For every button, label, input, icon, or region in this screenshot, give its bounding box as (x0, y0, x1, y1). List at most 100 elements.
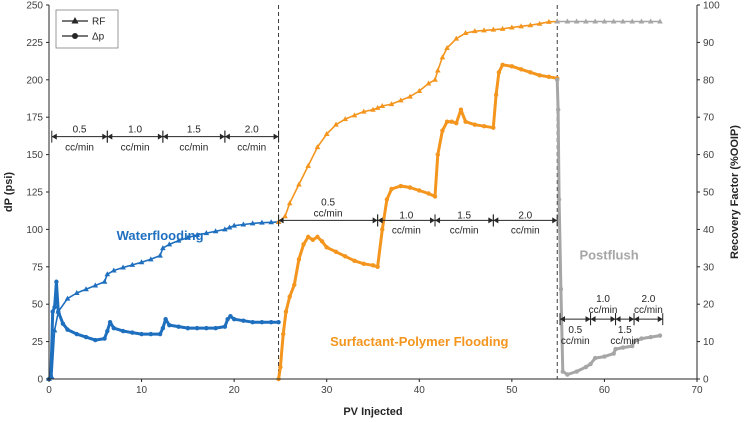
dp-line-surfactant-polymer (277, 63, 558, 380)
rate-value: 1.5 (457, 210, 471, 221)
rate-value: 1.0 (399, 210, 413, 221)
dp-point (111, 325, 117, 331)
rf-point (620, 18, 626, 24)
dp-point (259, 319, 265, 325)
dp-point (268, 319, 274, 325)
dp-point (556, 197, 562, 202)
dp-point (613, 346, 618, 352)
rf-point (104, 271, 111, 277)
dp-point (225, 316, 230, 322)
y-tick-label: 150 (26, 150, 43, 161)
dp-point (60, 321, 66, 326)
y2-tick-label: 0 (703, 375, 709, 386)
rate-value: 2.0 (641, 294, 655, 305)
rf-point (212, 228, 219, 234)
rf-point (509, 24, 515, 30)
y2-tick-label: 50 (703, 188, 715, 199)
dp-point (241, 318, 246, 323)
rate-unit: cc/min (610, 336, 639, 347)
dp-point (398, 183, 403, 189)
dp-point (93, 337, 98, 343)
dp-point (630, 343, 635, 349)
y2-tick-label: 20 (703, 300, 715, 311)
dp-point (148, 331, 154, 337)
dp-point (278, 364, 283, 370)
rf-point (249, 220, 256, 226)
rf-point (333, 121, 339, 127)
rf-point (111, 267, 117, 273)
y-ticks: 0 25 50 75 100 125 150 175 200 225 250 (26, 1, 49, 386)
x-tick-label: 10 (136, 385, 148, 396)
rf-point (296, 181, 302, 187)
dp-point (481, 123, 487, 129)
rf-point (286, 200, 293, 206)
y-tick-label: 0 (37, 375, 43, 386)
rf-point (629, 18, 635, 24)
rf-point (397, 97, 404, 103)
dp-point (54, 279, 59, 284)
dp-point (287, 294, 292, 299)
dp-point (631, 339, 637, 344)
x-tick-label: 50 (506, 385, 518, 396)
rate-unit: cc/min (450, 225, 479, 236)
arrow-head-right (657, 316, 663, 323)
rate-value: 0.5 (321, 197, 335, 208)
dp-point (157, 331, 163, 337)
y2-tick-label: 40 (703, 225, 715, 236)
rf-line-waterflooding (48, 221, 279, 380)
rf-point (231, 222, 237, 228)
rf-point (573, 18, 580, 24)
rf-point (444, 45, 450, 51)
arrow-head-left (615, 316, 621, 323)
legend-items: RF Δp (62, 17, 105, 43)
dp-point (120, 328, 126, 334)
dp-point (319, 239, 325, 244)
rf-point (439, 54, 446, 60)
dp-point (324, 245, 329, 250)
y-tick-label: 225 (26, 38, 43, 49)
rate-value: 2.0 (518, 210, 532, 221)
dp-point (449, 119, 454, 124)
dp-point (163, 316, 168, 322)
dp-point (107, 319, 113, 325)
dp-point (592, 355, 598, 361)
rf-point (379, 102, 386, 108)
arrow-head-left (590, 316, 596, 323)
rf-point (101, 278, 108, 284)
rf-point (499, 25, 506, 31)
y-axis-title: dP (psi) (3, 172, 15, 212)
arrow-head-left (224, 133, 230, 140)
rf-point (370, 106, 376, 112)
arrow-head-left (634, 316, 640, 323)
dp-point (491, 125, 496, 130)
y2-tick-label: 80 (703, 75, 715, 86)
rate-unit: cc/min (561, 336, 590, 347)
x-axis-title: PV Injected (343, 406, 402, 418)
dp-point (509, 64, 515, 69)
rf-point (554, 18, 561, 24)
y2-tick-label: 30 (703, 262, 715, 273)
dp-point (602, 354, 607, 359)
x-tick-label: 70 (691, 385, 703, 396)
arrow-head-right (629, 316, 635, 323)
y2-axis-title: Recovery Factor (%OOIP) (729, 125, 741, 259)
arrow-head-right (372, 217, 378, 224)
dp-point (160, 325, 166, 331)
arrow-head-left (278, 217, 284, 224)
dp-point (565, 372, 570, 377)
dp-point (384, 197, 390, 202)
y2-tick-label: 90 (703, 38, 715, 49)
rf-point (240, 221, 247, 227)
dp-point (380, 227, 385, 232)
rate-unit: cc/min (121, 143, 150, 154)
phase-label: Waterflooding (117, 228, 204, 243)
x-ticks: 0 10 20 30 40 50 60 70 (46, 379, 703, 396)
dp-point (588, 361, 593, 367)
dp-point (333, 249, 339, 255)
dp-point (375, 264, 380, 269)
rf-point (432, 76, 438, 82)
dp-point (440, 128, 445, 133)
arrow-head-left (493, 217, 499, 224)
rf-point (592, 18, 598, 24)
dp-point (574, 369, 579, 374)
